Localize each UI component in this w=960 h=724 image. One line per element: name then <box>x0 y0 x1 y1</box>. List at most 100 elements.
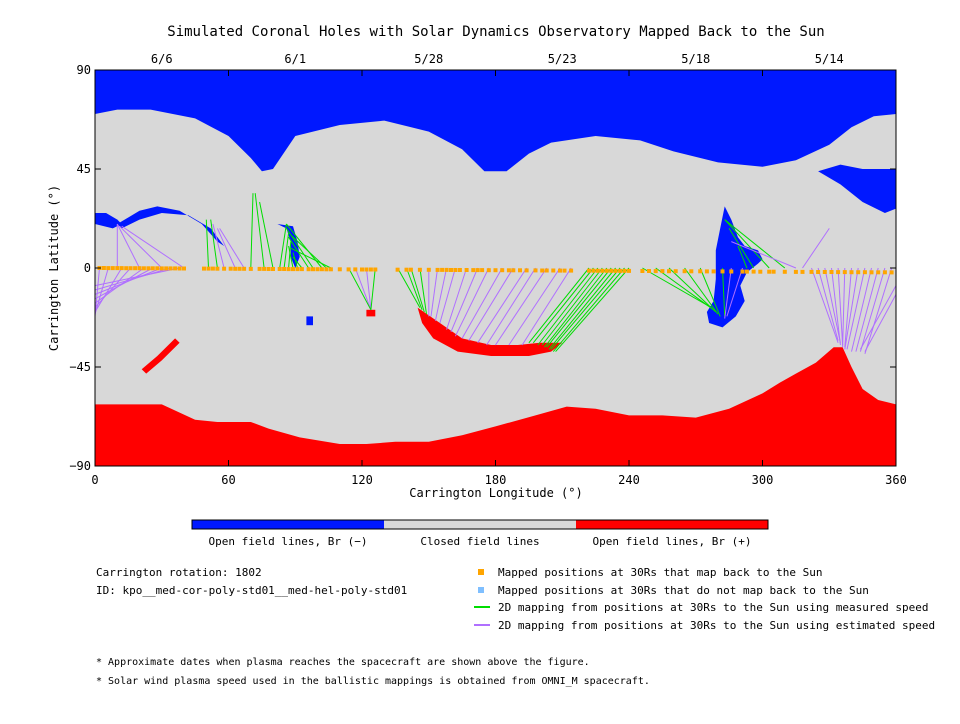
mapping-line-estimated <box>495 267 548 346</box>
y-tick-label: −90 <box>69 459 91 473</box>
mapped-point <box>328 267 333 272</box>
mapping-line-measured <box>684 267 719 315</box>
mapped-points <box>97 266 894 275</box>
legend-swatch-unmapped <box>478 587 484 593</box>
mapping-line-measured <box>724 219 786 269</box>
mapped-point <box>282 267 287 271</box>
legend-swatch-mapped <box>478 569 484 575</box>
mapped-point <box>889 270 894 275</box>
mapped-point <box>299 267 304 272</box>
mapped-point <box>587 268 591 273</box>
mapped-point <box>177 266 182 271</box>
mapped-point <box>426 267 431 272</box>
mapping-line-measured <box>283 232 290 269</box>
mapped-point <box>155 266 160 271</box>
mapped-point <box>457 268 462 272</box>
mapping-line-measured <box>259 201 274 269</box>
mapping-line-estimated <box>430 267 439 317</box>
mapped-point <box>533 268 538 273</box>
mapping-line-estimated <box>354 267 372 310</box>
mapping-line-measured <box>288 245 294 269</box>
mapping-line-estimated <box>486 267 536 346</box>
mapped-point <box>869 270 874 275</box>
mapping-line-estimated <box>119 225 163 269</box>
colorbar-label-positive: Open field lines, Br (+) <box>593 535 752 548</box>
mapped-point <box>486 268 491 273</box>
axes: 0 60 120 180 240 300 360 90 45 0 −45 −90 <box>69 63 907 487</box>
colorbar-negative <box>192 520 384 529</box>
carrington-rotation: Carrington rotation: 1802 <box>96 566 262 579</box>
mapped-point <box>822 270 827 274</box>
mapping-line-estimated <box>94 267 162 295</box>
mapped-point <box>471 268 476 273</box>
mapping-line-estimated <box>116 223 140 269</box>
region-pos-tongue <box>417 307 563 356</box>
mapping-line-estimated <box>94 267 123 313</box>
mapped-point <box>744 269 749 274</box>
legend-label-mapped: Mapped positions at 30Rs that map back t… <box>498 566 823 579</box>
mapped-point <box>202 266 206 271</box>
mapping-line-measured <box>642 267 712 309</box>
mapping-line-estimated <box>439 267 456 324</box>
mapped-point <box>106 266 111 271</box>
mapping-line-measured <box>544 267 608 348</box>
mapped-point <box>182 266 186 271</box>
mapping-line-estimated <box>446 267 468 330</box>
mapping-line-estimated <box>855 267 879 352</box>
mapped-point <box>622 268 627 273</box>
region-neg-finger <box>706 206 763 328</box>
mapped-point <box>816 270 821 274</box>
mapped-point <box>604 268 609 273</box>
mapped-point <box>591 268 596 273</box>
mapped-point <box>464 268 469 272</box>
x-axis-label: Carrington Longitude (°) <box>409 486 582 500</box>
region-neg-blob <box>306 316 313 326</box>
mapped-point <box>417 267 422 272</box>
mapping-line-estimated <box>824 267 841 343</box>
mapped-point <box>360 267 364 272</box>
mapped-point <box>124 266 129 271</box>
mapped-point <box>173 266 178 271</box>
mapping-line-measured <box>548 267 616 350</box>
mapped-point <box>511 268 516 273</box>
mapping-line-measured <box>541 267 603 346</box>
mapped-point <box>640 269 645 273</box>
mapping-line-measured <box>537 267 599 346</box>
mapping-line-estimated <box>817 267 839 341</box>
mapping-line-estimated <box>846 267 866 350</box>
colorbar: Open field lines, Br (−) Closed field li… <box>191 519 769 548</box>
mapped-point <box>711 269 716 274</box>
mapping-line-measured <box>722 267 726 317</box>
mapped-point <box>435 267 440 272</box>
mapped-point <box>767 269 772 274</box>
mapping-line-estimated <box>844 267 859 350</box>
mapped-point <box>206 266 211 271</box>
mapped-point <box>562 268 567 273</box>
mapped-point <box>829 270 834 274</box>
mapped-point <box>729 269 734 274</box>
mapping-line-measured <box>279 223 287 269</box>
mapping-line-measured <box>737 245 748 269</box>
mapped-point <box>319 267 324 272</box>
y-tick-label: 90 <box>77 63 91 77</box>
mapping-line-estimated <box>508 267 561 346</box>
mapped-point <box>277 267 282 271</box>
mapped-point <box>689 269 694 274</box>
mapped-point <box>882 270 887 275</box>
mapped-point <box>210 266 215 271</box>
mapped-point <box>698 269 703 274</box>
mapped-point <box>653 269 658 274</box>
mapping-line-estimated <box>468 267 514 341</box>
mapped-point <box>262 266 267 271</box>
y-axis-label: Carrington Latitude (°) <box>47 185 61 351</box>
mapping-line-estimated <box>864 294 897 352</box>
mapped-point <box>809 269 814 274</box>
y-tick-label: −45 <box>69 360 91 374</box>
mapped-point <box>660 269 665 274</box>
mapped-point <box>667 269 671 274</box>
mapped-point <box>518 268 522 273</box>
date-label: 6/6 <box>151 52 173 66</box>
mapped-point <box>215 266 220 271</box>
date-labels: 6/6 6/1 5/28 5/23 5/18 5/14 <box>151 52 844 66</box>
mapping-line-estimated <box>831 267 841 346</box>
